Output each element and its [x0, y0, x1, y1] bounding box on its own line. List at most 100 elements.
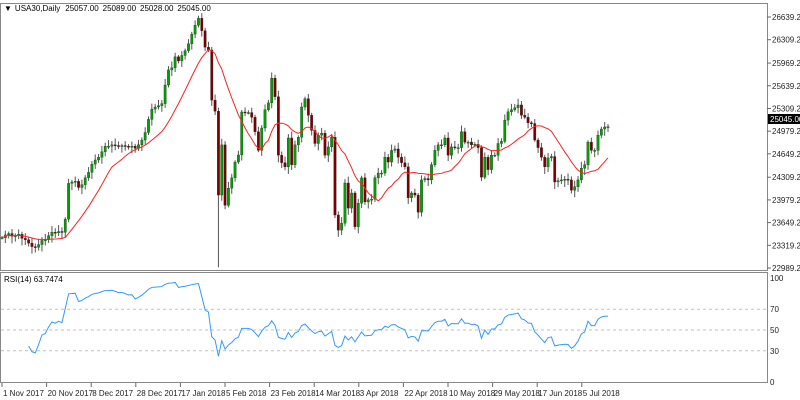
candle-body [346, 182, 350, 209]
ohlc-high: 25089.00 [103, 4, 137, 13]
price-tick-label: 25639.20 [772, 82, 800, 91]
price-tick-label: 23649.20 [772, 219, 800, 228]
candle-body [336, 214, 340, 231]
candle-body [430, 164, 433, 181]
candle-body [143, 132, 147, 141]
candle-body [586, 141, 590, 165]
candle-body [23, 238, 27, 240]
date-tick-label: 22 Apr 2018 [404, 389, 448, 398]
candle-body [323, 133, 327, 156]
candle-body [153, 106, 157, 110]
candle-body [570, 179, 573, 191]
candle-body [10, 233, 14, 237]
candle-body [423, 178, 427, 181]
candle-body [290, 137, 294, 165]
candle-body [503, 119, 507, 142]
candles-layer [0, 13, 610, 268]
candle-body [446, 137, 450, 156]
candle-body [416, 194, 420, 213]
rsi-levels [1, 308, 767, 352]
candle-body [483, 157, 487, 178]
candle-body [277, 96, 280, 156]
candle-body [100, 151, 104, 158]
candle-body [87, 172, 90, 179]
candle-body [77, 181, 80, 188]
candle-body [247, 112, 250, 114]
candle-body [233, 161, 237, 179]
rsi-tick-label: 50 [770, 326, 779, 335]
candle-body [283, 162, 287, 168]
candle-body [70, 181, 74, 184]
candle-body [267, 102, 270, 110]
candle-body [543, 157, 547, 168]
candle-body [97, 157, 100, 161]
candle-body [456, 147, 460, 149]
candle-body [187, 43, 190, 51]
candle-body [227, 188, 230, 206]
candle-body [599, 128, 603, 136]
candle-body [203, 30, 207, 48]
candle-body [370, 199, 373, 201]
candle-body [523, 115, 527, 118]
candle-body [80, 184, 84, 188]
candle-body [147, 119, 150, 133]
candle-body [426, 178, 430, 181]
candle-body [200, 18, 204, 31]
candle-body [470, 141, 473, 146]
rsi-tick-label: 30 [770, 347, 779, 356]
candle-body [390, 150, 393, 163]
candle-body [420, 179, 423, 213]
ohlc-low: 25028.00 [140, 4, 174, 13]
rsi-tick-label: 0 [770, 378, 775, 387]
candle-body [313, 130, 317, 144]
candle-body [113, 144, 117, 147]
candle-body [573, 186, 577, 191]
candle-body [576, 179, 580, 187]
candle-body [40, 240, 44, 245]
candle-body [50, 232, 54, 236]
candle-body [163, 84, 167, 104]
ohlc-open: 25057.00 [65, 4, 99, 13]
candle-body [580, 168, 583, 181]
candle-body [376, 172, 380, 179]
candle-body [210, 49, 214, 101]
candle-body [550, 156, 553, 159]
candle-body [443, 137, 447, 146]
main-chart-frame [0, 3, 768, 271]
moving-average-line [1, 49, 609, 240]
candle-body [436, 144, 440, 151]
candle-body [213, 100, 217, 112]
rsi-tick-label: 100 [770, 274, 784, 283]
candle-body [453, 146, 457, 149]
candle-body [330, 137, 333, 148]
candle-body [460, 131, 463, 148]
candle-body [93, 159, 97, 165]
candle-body [466, 141, 470, 144]
candle-body [287, 137, 290, 168]
candle-body [380, 172, 383, 175]
symbol-dropdown-arrow[interactable]: ▼ [4, 4, 12, 13]
price-tick-label: 24309.20 [772, 173, 800, 182]
candle-body [107, 146, 110, 148]
current-price-tag-bg [768, 114, 800, 124]
candle-body [300, 106, 304, 138]
candle-body [217, 111, 220, 196]
price-tick-label: 23979.20 [772, 196, 800, 205]
candle-body [253, 117, 257, 132]
candle-body [553, 156, 557, 183]
price-tick-label: 26639.20 [772, 13, 800, 22]
candle-body [526, 117, 530, 123]
candle-body [540, 147, 543, 158]
candle-body [410, 192, 413, 198]
date-axis: 1 Nov 2017 20 Nov 2017 8 Dec 2017 28 Dec 20… [1, 383, 620, 398]
date-tick-label: 28 Dec 2017 [137, 389, 183, 398]
current-price-tag: 25045.00 [770, 115, 800, 124]
candle-body [296, 137, 300, 146]
candle-body [260, 127, 264, 151]
candle-body [240, 111, 244, 156]
candle-body [73, 181, 77, 183]
candle-body [530, 122, 533, 124]
candle-body [270, 77, 274, 104]
date-tick-label: 10 May 2018 [449, 389, 496, 398]
